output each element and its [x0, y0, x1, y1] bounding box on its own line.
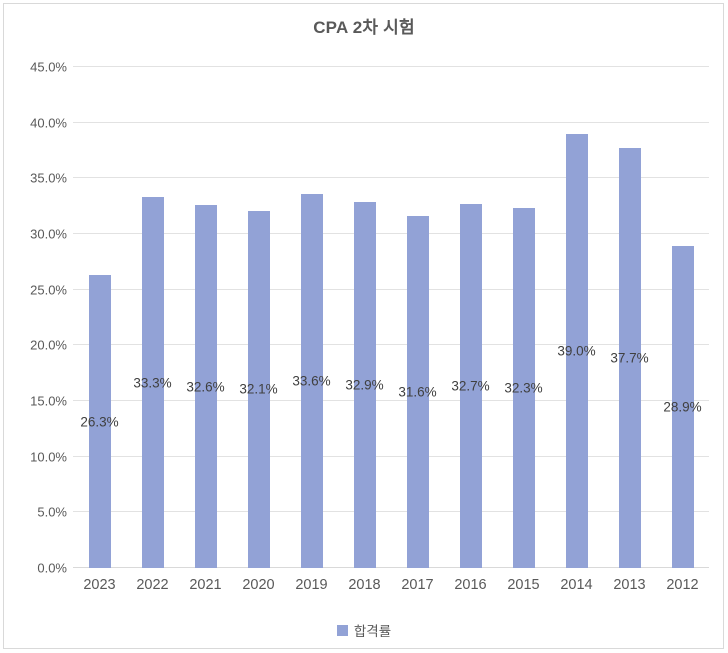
bar-slot: 39.0%	[550, 67, 603, 568]
bar-2017	[406, 216, 429, 568]
y-tick-label: 45.0%	[30, 59, 67, 75]
data-label: 39.0%	[557, 343, 596, 359]
bar-2021	[194, 205, 217, 568]
x-tick-label-2023: 2023	[83, 577, 116, 593]
bar-slot: 32.1%	[232, 67, 285, 568]
bar-2015	[512, 208, 535, 568]
data-label: 33.6%	[292, 373, 331, 389]
bar-2019	[300, 193, 323, 568]
x-tick-label-2016: 2016	[454, 577, 487, 593]
bar-2016	[459, 203, 482, 568]
gridline	[73, 288, 709, 290]
bar-2022	[141, 197, 164, 568]
data-label: 26.3%	[80, 414, 119, 430]
bar-slot: 32.7%	[444, 67, 497, 568]
bar-2012	[671, 246, 694, 568]
bar-slot: 28.9%	[656, 67, 709, 568]
x-tick-label-2022: 2022	[136, 577, 169, 593]
bar-slot: 26.3%	[73, 67, 126, 568]
bar-slot: 33.6%	[285, 67, 338, 568]
bar-2023	[88, 275, 111, 568]
x-tick-label-2020: 2020	[242, 577, 275, 593]
y-tick-label: 0.0%	[37, 560, 67, 576]
gridline	[73, 567, 709, 568]
data-label: 32.3%	[504, 380, 543, 396]
y-tick-label: 10.0%	[30, 449, 67, 465]
y-tick-label: 25.0%	[30, 282, 67, 298]
chart-title: CPA 2차 시험	[313, 18, 415, 37]
gridline	[73, 177, 709, 179]
y-tick-label: 35.0%	[30, 170, 67, 186]
gridline	[73, 66, 709, 67]
gridline	[73, 344, 709, 346]
legend: 합격률	[0, 620, 728, 640]
gridline	[73, 511, 709, 513]
data-label: 32.9%	[345, 377, 384, 393]
x-tick-label-2015: 2015	[507, 577, 540, 593]
bar-slot: 31.6%	[391, 67, 444, 568]
bar-2018	[353, 201, 376, 568]
bar-series: 26.3% 33.3% 32.6% 32.1% 33.6% 32.9% 31.6% 32.7%…	[73, 67, 709, 568]
legend-marker-icon	[336, 624, 348, 636]
bar-slot: 32.9%	[338, 67, 391, 568]
x-tick-label-2012: 2012	[666, 577, 699, 593]
gridline	[73, 121, 709, 123]
y-tick-label: 20.0%	[30, 337, 67, 353]
y-axis: 0.0% 5.0% 10.0% 15.0% 20.0% 25.0% 30.0% 35.0% 40…	[6, 60, 67, 576]
plot-area: 26.3% 33.3% 32.6% 32.1% 33.6% 32.9% 31.6% 32.7%…	[73, 66, 709, 568]
bar-slot: 32.3%	[497, 67, 550, 568]
data-label: 32.7%	[451, 378, 490, 394]
y-tick-label: 15.0%	[30, 393, 67, 409]
data-label: 33.3%	[133, 375, 172, 391]
x-tick-label-2017: 2017	[401, 577, 434, 593]
x-tick-label-2013: 2013	[613, 577, 646, 593]
legend-label: 합격률	[353, 624, 392, 639]
bar-slot: 37.7%	[603, 67, 656, 568]
data-label: 37.7%	[610, 350, 649, 366]
bar-2013	[618, 148, 641, 568]
data-label: 28.9%	[663, 399, 702, 415]
data-label: 32.6%	[186, 379, 225, 395]
gridline	[73, 233, 709, 234]
data-label: 31.6%	[398, 384, 437, 400]
x-tick-label-2019: 2019	[295, 577, 328, 593]
x-tick-label-2018: 2018	[348, 577, 381, 593]
bar-slot: 33.3%	[126, 67, 179, 568]
y-tick-label: 5.0%	[37, 504, 67, 520]
bar-2014	[565, 133, 588, 568]
data-label: 32.1%	[239, 381, 278, 397]
y-tick-label: 40.0%	[30, 115, 67, 131]
gridline	[73, 400, 709, 401]
y-tick-label: 30.0%	[30, 226, 67, 242]
x-axis: 2023 2022 2021 2020 2019 2018 2017 2016 2015 2014…	[73, 577, 709, 593]
bar-slot: 32.6%	[179, 67, 232, 568]
x-tick-label-2014: 2014	[560, 577, 593, 593]
bar-2020	[247, 210, 270, 568]
gridline	[73, 455, 709, 457]
x-tick-label-2021: 2021	[189, 577, 222, 593]
